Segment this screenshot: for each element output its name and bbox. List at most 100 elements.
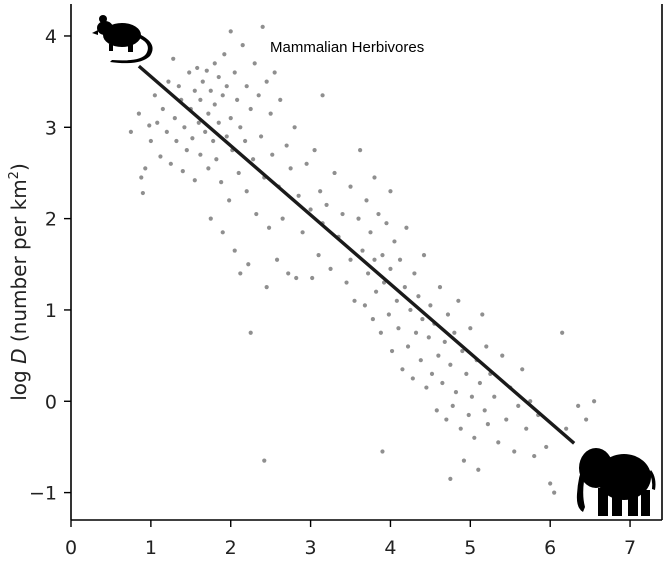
data-point <box>220 93 225 98</box>
data-point <box>482 408 487 413</box>
data-point <box>238 125 243 130</box>
data-point <box>264 79 269 84</box>
data-point <box>252 61 257 66</box>
data-point <box>360 248 365 253</box>
data-point <box>214 157 219 162</box>
y-tick-label: 2 <box>45 209 57 231</box>
data-point <box>187 70 192 75</box>
data-point <box>264 285 269 290</box>
data-point <box>388 189 393 194</box>
data-point <box>190 136 195 141</box>
data-point <box>284 143 289 148</box>
data-point <box>358 148 363 153</box>
y-ticks: −1 0 1 2 3 4 <box>29 26 71 505</box>
data-point <box>198 152 203 157</box>
data-point <box>504 417 509 422</box>
data-point <box>389 348 395 354</box>
data-point <box>461 458 467 463</box>
data-point <box>362 303 368 308</box>
data-point <box>532 453 537 459</box>
data-point <box>180 169 185 174</box>
data-point <box>152 93 157 98</box>
x-tick-label: 4 <box>384 537 396 559</box>
data-points <box>128 24 597 495</box>
data-point <box>270 152 275 157</box>
y-tick-label: 0 <box>45 391 57 413</box>
data-point <box>516 403 521 408</box>
data-point <box>246 262 251 267</box>
data-point <box>384 221 389 226</box>
data-point <box>292 125 297 130</box>
data-point <box>236 170 241 176</box>
data-point <box>200 79 205 84</box>
data-point <box>386 312 391 317</box>
data-point <box>224 84 229 89</box>
data-point <box>268 111 273 116</box>
data-point <box>143 166 148 171</box>
data-point <box>356 216 361 221</box>
data-point <box>436 353 441 358</box>
x-tick-label: 5 <box>464 537 476 559</box>
data-point <box>308 207 313 212</box>
data-point <box>453 390 459 395</box>
data-point <box>492 394 497 399</box>
data-point <box>228 116 233 121</box>
data-point <box>372 257 377 262</box>
data-point <box>429 371 435 376</box>
data-point <box>222 52 227 57</box>
data-point <box>328 266 333 271</box>
data-point <box>400 367 405 372</box>
x-tick-label: 6 <box>544 537 556 559</box>
data-point <box>397 257 403 262</box>
data-point <box>500 353 505 358</box>
data-point <box>256 93 261 98</box>
data-point <box>476 467 481 472</box>
data-point <box>548 481 553 486</box>
data-point <box>316 253 321 258</box>
data-point <box>416 294 421 299</box>
data-point <box>166 79 171 84</box>
data-point <box>410 376 415 381</box>
data-point <box>227 198 232 203</box>
data-point <box>426 335 431 340</box>
data-point <box>248 330 253 335</box>
data-point <box>204 68 209 73</box>
data-point <box>592 399 597 404</box>
data-point <box>445 312 451 317</box>
data-point <box>250 157 256 162</box>
data-point <box>373 289 379 294</box>
regression-line <box>137 64 576 445</box>
data-point <box>450 403 455 408</box>
data-point <box>254 211 259 217</box>
data-point <box>466 412 471 418</box>
data-point <box>421 253 427 258</box>
x-tick-label: 3 <box>305 537 317 559</box>
data-point <box>212 61 217 66</box>
data-point <box>208 216 213 221</box>
elephant-silhouette-icon <box>576 448 656 516</box>
data-point <box>280 216 285 221</box>
data-point <box>216 120 221 125</box>
data-point <box>206 111 211 116</box>
data-point <box>172 116 177 121</box>
data-point <box>484 344 489 349</box>
data-point <box>340 211 345 217</box>
data-point <box>198 97 203 102</box>
data-point <box>168 161 173 166</box>
data-point <box>174 138 179 144</box>
data-point <box>147 123 152 128</box>
data-point <box>396 326 401 331</box>
x-ticks: 0 1 2 3 4 5 6 7 <box>65 520 636 559</box>
data-point <box>458 426 463 431</box>
data-point <box>164 129 169 134</box>
data-point <box>469 394 475 399</box>
data-point <box>364 198 369 203</box>
y-tick-label: 3 <box>45 117 57 139</box>
y-axis-label: log D (number per km2) <box>7 163 31 401</box>
data-point <box>365 271 371 276</box>
data-point <box>496 440 501 445</box>
data-point <box>520 367 525 372</box>
y-tick-label: −1 <box>29 483 57 505</box>
data-point <box>262 458 267 463</box>
